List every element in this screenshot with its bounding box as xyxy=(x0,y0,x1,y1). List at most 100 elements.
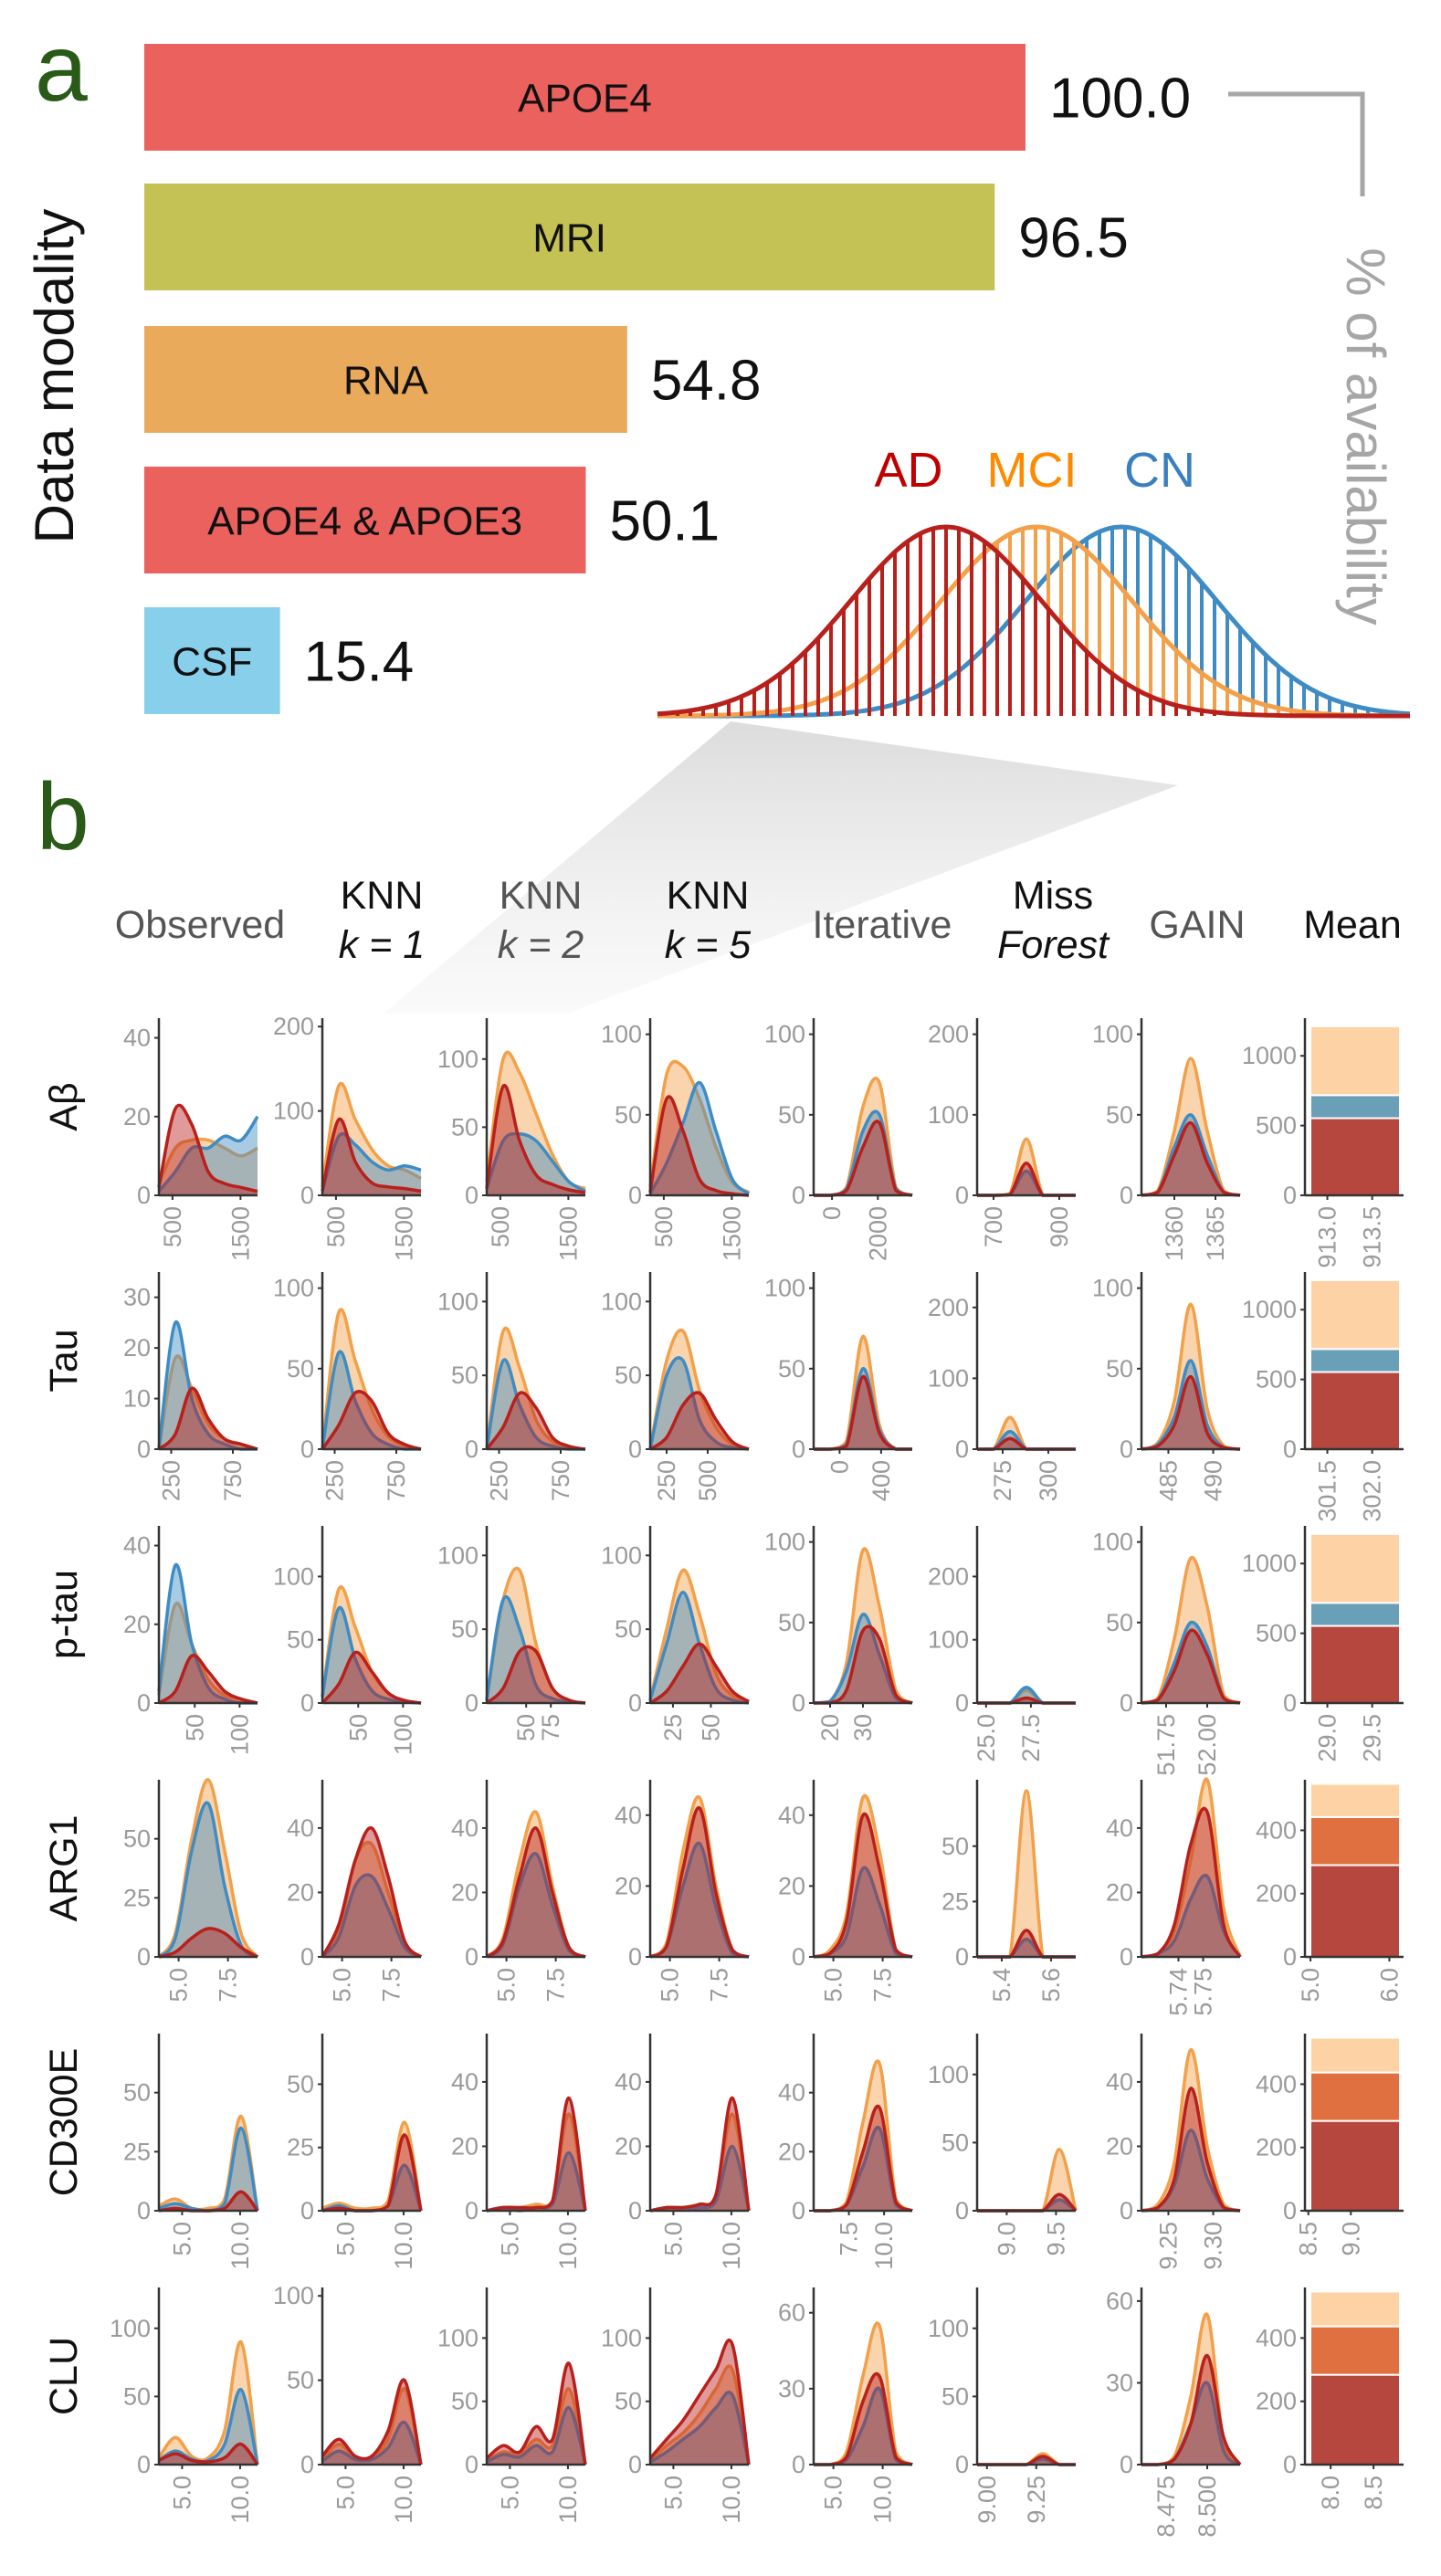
y-tick-label: 50 xyxy=(451,1615,479,1643)
density-line xyxy=(486,2405,587,2466)
bar-segment xyxy=(1310,1117,1401,1197)
column-header: Iterative xyxy=(813,903,952,947)
y-tick-label: 200 xyxy=(928,1294,969,1321)
bar-segment xyxy=(1310,2325,1401,2376)
y-tick-label: 1000 xyxy=(1242,1296,1297,1323)
density-line xyxy=(977,1415,1076,1451)
y-tick-label: 50 xyxy=(123,2079,151,2107)
x-tick-label: 10.0 xyxy=(226,2476,254,2524)
bar-segment xyxy=(1310,2373,1401,2466)
bar-label: APOE4 & APOE3 xyxy=(207,499,522,544)
x-tick-label: 7.5 xyxy=(542,1968,570,2003)
bar-segment xyxy=(1310,1348,1401,1373)
y-tick-label: 100 xyxy=(764,1021,805,1048)
y-tick-label: 500 xyxy=(1256,1620,1297,1647)
density-area xyxy=(159,1105,258,1195)
density-area xyxy=(977,1139,1076,1195)
x-tick-label: 10.0 xyxy=(390,2476,417,2524)
density-area xyxy=(650,1061,749,1195)
bar-segment xyxy=(1310,1782,1401,1818)
density-area xyxy=(977,1687,1076,1703)
x-tick-label: 913.0 xyxy=(1314,1206,1341,1268)
density-area xyxy=(977,2149,1076,2211)
density-line xyxy=(485,1645,586,1705)
y-tick-label: 0 xyxy=(1120,1689,1133,1717)
y-tick-label: 25 xyxy=(287,2134,314,2161)
y-tick-label: 0 xyxy=(792,1943,805,1971)
density-line xyxy=(157,1103,258,1193)
column-header: k = 2 xyxy=(498,923,584,967)
x-tick-label: 75 xyxy=(537,1714,564,1741)
density-area xyxy=(1141,1122,1240,1195)
x-tick-label: 7.5 xyxy=(215,1968,242,2003)
x-tick-label: 10.0 xyxy=(718,2222,745,2270)
density-area xyxy=(159,1355,258,1449)
bar-segment xyxy=(1310,2290,1401,2328)
density-area xyxy=(159,2444,258,2465)
y-tick-label: 100 xyxy=(764,1529,805,1556)
y-tick-label: 400 xyxy=(1256,1816,1297,1844)
density-line xyxy=(321,2378,423,2466)
density-line xyxy=(157,1654,258,1705)
bar-segment xyxy=(1310,1025,1401,1097)
density-area xyxy=(1141,1622,1240,1703)
y-tick-label: 0 xyxy=(300,1943,314,1971)
density-area xyxy=(159,1388,258,1449)
x-tick-label: 5.0 xyxy=(496,2476,523,2510)
density-line xyxy=(1141,2087,1241,2213)
density-area xyxy=(814,1368,912,1449)
density-line xyxy=(977,1436,1076,1451)
x-tick-label: 250 xyxy=(321,1460,349,1501)
y-tick-label: 100 xyxy=(1092,1275,1133,1302)
y-tick-label: 0 xyxy=(955,1943,969,1971)
density-area xyxy=(487,1133,585,1195)
row-label: CLU xyxy=(42,2337,86,2415)
y-tick-label: 100 xyxy=(437,1046,479,1073)
x-tick-label: 7.5 xyxy=(706,1968,733,2003)
y-tick-label: 100 xyxy=(110,2315,151,2342)
y-tick-label: 100 xyxy=(601,1541,642,1569)
y-tick-label: 40 xyxy=(1106,1814,1133,1842)
density-line xyxy=(648,1642,750,1705)
y-tick-label: 50 xyxy=(287,1355,314,1383)
x-tick-label: 5.0 xyxy=(659,2476,687,2510)
x-tick-label: 1500 xyxy=(226,1206,254,1261)
bar xyxy=(144,44,1026,151)
x-tick-label: 250 xyxy=(486,1460,513,1501)
x-tick-label: 20 xyxy=(816,1714,844,1741)
x-tick-label: 52.00 xyxy=(1194,1714,1221,1776)
x-tick-label: 1500 xyxy=(718,1206,745,1261)
y-tick-label: 1000 xyxy=(1242,1550,1297,1577)
density-line xyxy=(321,1118,422,1193)
y-tick-label: 0 xyxy=(792,1689,805,1717)
column-header: KNN xyxy=(341,874,424,918)
x-tick-label: 9.30 xyxy=(1200,2222,1227,2270)
bar-segment xyxy=(1310,1278,1401,1351)
density-line xyxy=(486,2096,587,2213)
row-label: p-tau xyxy=(42,1570,86,1659)
y-tick-label: 0 xyxy=(1120,1943,1133,1971)
density-area xyxy=(977,1939,1076,1957)
density-area xyxy=(322,1309,421,1449)
density-line xyxy=(648,2339,751,2466)
y-tick-label: 50 xyxy=(287,1626,314,1654)
density-area xyxy=(977,1431,1076,1449)
density-area xyxy=(814,1814,912,1957)
density-area xyxy=(322,1586,421,1703)
density-area xyxy=(814,2388,912,2465)
y-tick-label: 0 xyxy=(955,1435,969,1463)
x-tick-label: 100 xyxy=(389,1714,416,1755)
density-area xyxy=(487,2152,585,2211)
y-tick-label: 50 xyxy=(287,2367,314,2394)
panel-letter: a xyxy=(35,16,88,121)
density-area xyxy=(322,2134,421,2211)
y-tick-label: 100 xyxy=(764,1275,805,1302)
density-area xyxy=(650,1096,749,1195)
x-axis-label: % of availability xyxy=(1335,247,1396,626)
density-area xyxy=(814,2106,912,2211)
density-area xyxy=(1141,2314,1240,2465)
density-area xyxy=(159,1928,258,1957)
column-header: KNN xyxy=(667,874,750,918)
y-tick-label: 40 xyxy=(778,2079,805,2107)
value-label: 96.5 xyxy=(1018,207,1129,270)
